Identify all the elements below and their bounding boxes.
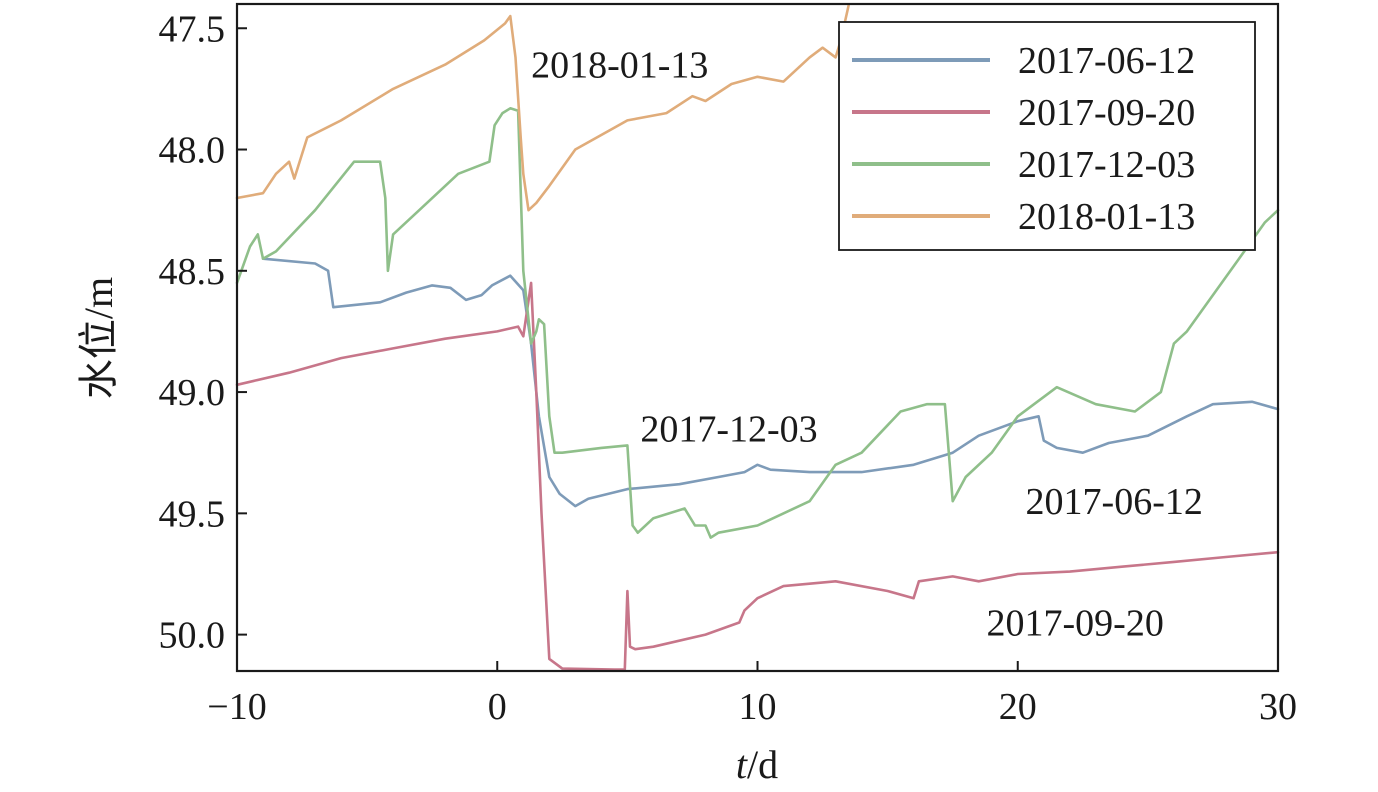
ticks-layer: −10 0 10 20 30 47.5 48.0 48.5 49.0 49.5 50.0 <box>159 8 1298 728</box>
legend-label: 2017-12-03 <box>1018 144 1195 186</box>
x-tick-label: 20 <box>999 686 1037 728</box>
legend-label: 2017-06-12 <box>1018 40 1195 82</box>
y-tick-label: 49.0 <box>159 372 226 414</box>
x-axis-unit: /d <box>747 742 778 787</box>
series-line-2017-09-20 <box>235 281 1280 671</box>
y-tick-label: 50.0 <box>159 615 226 657</box>
series-layer <box>235 4 1280 671</box>
annotation-label: 2017-06-12 <box>1026 481 1203 523</box>
annotation-layer: 2018-01-13 2017-12-03 2017-06-12 2017-09-20 <box>531 45 1203 645</box>
x-tick-label: 30 <box>1259 686 1297 728</box>
x-tick-label: 10 <box>739 686 777 728</box>
series-line-2017-06-12 <box>261 257 1280 508</box>
legend: 2017-06-12 2017-09-20 2017-12-03 2018-01-13 <box>838 21 1256 251</box>
y-axis-label: 水位/m <box>76 277 121 399</box>
annotation-label: 2017-09-20 <box>987 602 1164 644</box>
legend-label: 2018-01-13 <box>1018 196 1195 238</box>
annotation-label: 2017-12-03 <box>640 408 817 450</box>
x-tick-label: 0 <box>488 686 507 728</box>
annotation-label: 2018-01-13 <box>531 45 708 87</box>
y-tick-label: 48.0 <box>159 130 226 172</box>
x-axis-variable: t <box>736 742 748 787</box>
legend-label: 2017-09-20 <box>1018 92 1195 134</box>
y-tick-label: 47.5 <box>159 8 226 50</box>
legend-items: 2017-06-12 2017-09-20 2017-12-03 2018-01-13 <box>852 40 1195 238</box>
y-tick-label: 49.5 <box>159 493 226 535</box>
x-axis-label: t/d <box>736 742 778 787</box>
series-line-2017-12-03 <box>235 107 1280 539</box>
series-line-2018-01-13 <box>235 4 850 212</box>
x-tick-label: −10 <box>207 686 266 728</box>
y-tick-label: 48.5 <box>159 251 226 293</box>
